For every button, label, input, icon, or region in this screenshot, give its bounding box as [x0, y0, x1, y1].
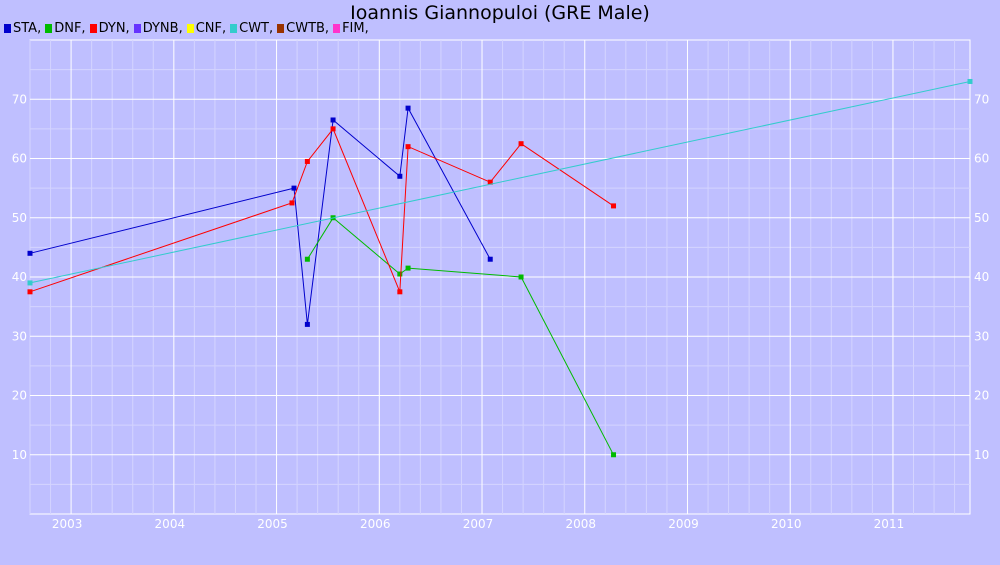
series-layer	[27, 78, 973, 458]
data-point-cwt	[967, 78, 973, 84]
legend-label: DNF,	[54, 21, 86, 36]
legend-item: DYN,	[89, 21, 130, 36]
x-tick-label: 2010	[771, 517, 802, 531]
x-tick-label: 2007	[463, 517, 494, 531]
x-tick-label: 2006	[360, 517, 391, 531]
data-point-cwt	[27, 280, 33, 286]
data-point-sta	[397, 173, 403, 179]
legend-label: STA,	[13, 21, 42, 36]
data-point-dyn	[304, 158, 310, 164]
data-point-dyn	[397, 289, 403, 295]
data-point-dyn	[405, 144, 411, 150]
legend-item: CNF,	[186, 21, 227, 36]
data-point-dnf	[611, 452, 617, 458]
y-tick-label-right: 70	[974, 92, 989, 106]
legend-item: STA,	[4, 21, 41, 36]
x-tick-label: 2009	[668, 517, 699, 531]
data-point-dnf	[518, 274, 524, 280]
legend-swatch	[333, 24, 341, 33]
x-tick-label: 2008	[565, 517, 596, 531]
legend: STA, DNF, DYN, DYNB, CNF, CWT, CWTB, FIM,	[4, 21, 373, 36]
legend-swatch	[89, 24, 97, 33]
y-tick-label-left: 30	[12, 329, 27, 343]
legend-label: CWT,	[239, 21, 274, 36]
y-tick-label-right: 10	[974, 448, 989, 462]
y-tick-label-right: 50	[974, 211, 989, 225]
y-tick-label-left: 50	[12, 211, 27, 225]
legend-label: CWTB,	[286, 21, 330, 36]
y-tick-label-right: 60	[974, 152, 989, 166]
legend-item: CWT,	[230, 21, 273, 36]
y-tick-label-left: 20	[12, 389, 27, 403]
data-point-dyn	[611, 203, 617, 209]
chart-title: Ioannis Giannopuloi (GRE Male)	[350, 2, 650, 24]
legend-item: DNF,	[45, 21, 86, 36]
data-point-dyn	[27, 289, 33, 295]
data-point-dnf	[405, 265, 411, 271]
series-line-dnf	[306, 217, 614, 456]
data-point-dyn	[289, 200, 295, 206]
legend-label: FIM,	[342, 21, 369, 36]
data-point-dyn	[518, 141, 524, 147]
legend-swatch	[4, 24, 11, 33]
legend-item: FIM,	[333, 21, 369, 36]
data-point-sta	[405, 105, 411, 111]
data-point-sta	[330, 117, 336, 123]
major-grid	[30, 40, 970, 514]
legend-item: CWTB,	[277, 21, 329, 36]
x-tick-label: 2004	[155, 517, 186, 531]
legend-swatch	[133, 24, 141, 33]
data-point-dyn	[330, 126, 336, 132]
legend-label: DYN,	[98, 21, 130, 36]
data-point-dnf	[304, 256, 310, 262]
data-point-sta	[27, 250, 33, 256]
y-tick-label-left: 60	[12, 152, 27, 166]
data-point-sta	[487, 256, 493, 262]
legend-label: DYNB,	[142, 21, 183, 36]
y-tick-label-right: 20	[974, 389, 989, 403]
x-tick-label: 2005	[257, 517, 288, 531]
y-tick-label-left: 10	[12, 448, 27, 462]
y-tick-label-left: 70	[12, 92, 27, 106]
tick-labels: 10 10 20 20 30 30 40 40 50 50 60 60 70 70 2003 2004 2005…	[12, 92, 990, 531]
data-point-sta	[291, 185, 297, 191]
legend-swatch	[186, 24, 194, 33]
legend-label: CNF,	[195, 21, 227, 36]
legend-swatch	[230, 24, 238, 33]
data-point-dnf	[397, 271, 403, 277]
legend-swatch	[277, 24, 285, 33]
data-point-dyn	[487, 179, 493, 185]
y-tick-label-left: 40	[12, 270, 27, 284]
legend-swatch	[45, 24, 53, 33]
y-tick-label-right: 30	[974, 329, 989, 343]
legend-item: DYNB,	[133, 21, 183, 36]
x-tick-label: 2003	[52, 517, 83, 531]
data-point-sta	[304, 321, 310, 327]
series-line-cwt	[29, 81, 971, 284]
y-tick-label-right: 40	[974, 270, 989, 284]
x-tick-label: 2011	[874, 517, 905, 531]
